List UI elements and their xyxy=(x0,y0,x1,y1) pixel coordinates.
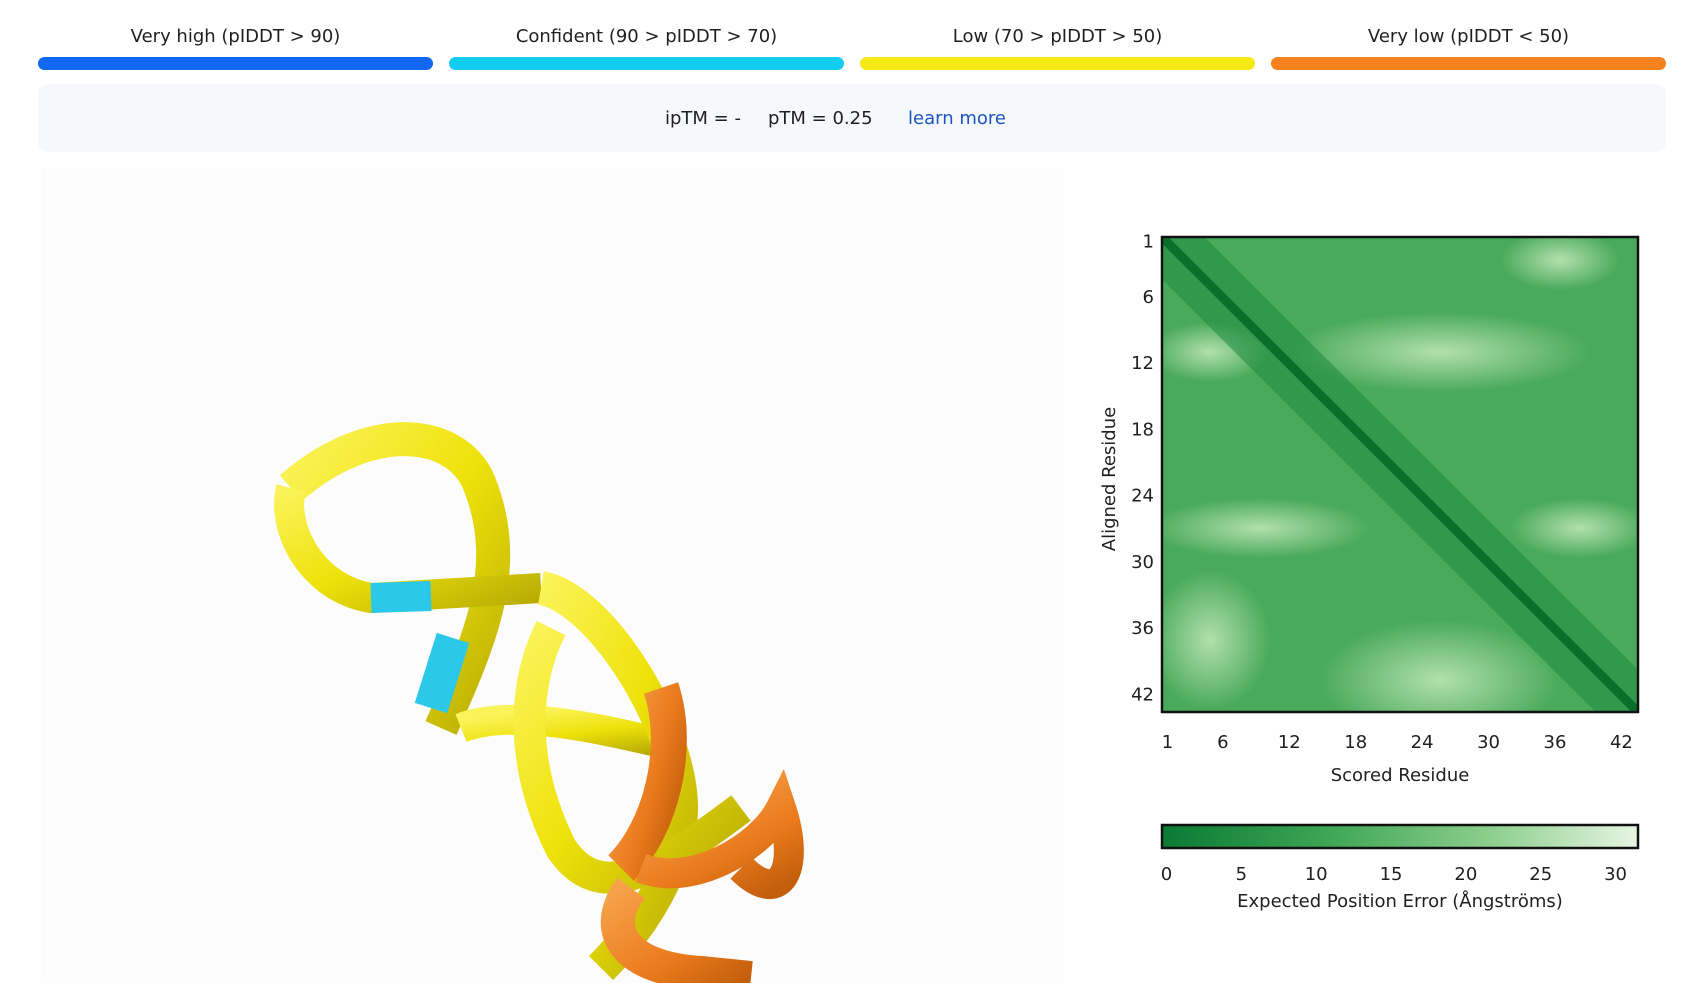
legend-label: Very high (pIDDT > 90) xyxy=(130,26,341,47)
x-tick-label: 18 xyxy=(1344,732,1367,753)
colorbar-tick-label: 20 xyxy=(1454,864,1477,885)
y-tick-label: 36 xyxy=(1131,618,1154,639)
x-tick-label: 30 xyxy=(1477,732,1500,753)
legend-bar xyxy=(449,57,844,70)
colorbar-tick-label: 0 xyxy=(1161,864,1172,885)
y-tick-label: 12 xyxy=(1131,353,1154,374)
x-axis-title: Scored Residue xyxy=(1331,765,1470,786)
ptm: pTM = 0.25 xyxy=(768,108,873,129)
colorbar-tick-label: 30 xyxy=(1604,864,1627,885)
y-tick-label: 18 xyxy=(1131,419,1154,440)
legend-bar xyxy=(38,57,433,70)
colorbar-tick-label: 25 xyxy=(1529,864,1552,885)
iptm: ipTM = - xyxy=(665,108,741,129)
legend-bar xyxy=(1271,57,1666,70)
x-tick-label: 12 xyxy=(1278,732,1301,753)
learn-more-link[interactable]: learn more xyxy=(908,108,1006,129)
x-tick-label: 24 xyxy=(1411,732,1434,753)
colorbar-title: Expected Position Error (Ångströms) xyxy=(1237,890,1563,912)
y-axis-title: Aligned Residue xyxy=(1099,407,1120,551)
colorbar-tick-label: 5 xyxy=(1236,864,1247,885)
legend-label: Confident (90 > pIDDT > 70) xyxy=(515,26,778,47)
x-tick-label: 36 xyxy=(1544,732,1567,753)
protein-structure xyxy=(274,422,804,987)
y-tick-label: 30 xyxy=(1131,552,1154,573)
pae-heatmap xyxy=(1162,237,1638,712)
y-tick-label: 24 xyxy=(1131,486,1154,507)
colorbar-tick-label: 10 xyxy=(1305,864,1328,885)
legend-label: Very low (pIDDT < 50) xyxy=(1367,26,1570,47)
y-tick-label: 42 xyxy=(1131,684,1154,705)
colorbar xyxy=(1160,823,1640,850)
metrics-panel xyxy=(38,84,1666,152)
colorbar-tick-label: 15 xyxy=(1380,864,1403,885)
structure-viewer[interactable] xyxy=(41,168,1064,987)
x-tick-label: 1 xyxy=(1162,732,1173,753)
legend-bar xyxy=(860,57,1255,70)
y-tick-label: 1 xyxy=(1143,232,1154,253)
y-tick-label: 6 xyxy=(1143,287,1154,308)
heatmap-border xyxy=(1160,235,1640,714)
x-tick-label: 42 xyxy=(1610,732,1633,753)
legend-label: Low (70 > pIDDT > 50) xyxy=(952,26,1163,47)
x-tick-label: 6 xyxy=(1217,732,1228,753)
